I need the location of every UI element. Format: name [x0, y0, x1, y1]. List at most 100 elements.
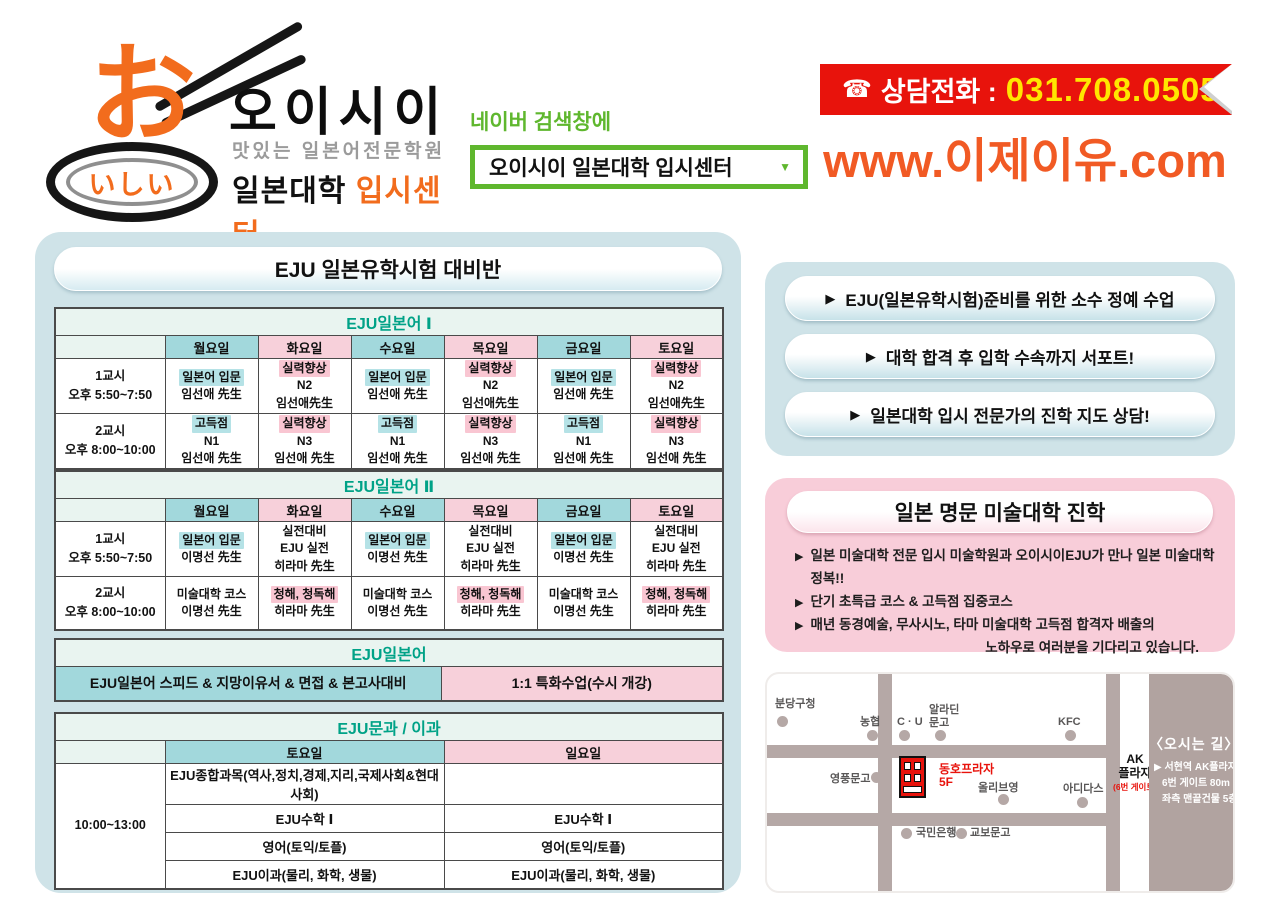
directions-title: 〈오시는 길〉: [1149, 736, 1235, 752]
website-url: www.이제이유.com: [823, 133, 1227, 187]
day-header: 금요일: [536, 335, 631, 359]
art-bullet-text: 매년 동경예술, 무사시노, 타마 미술대학 고득점 합격자 배출의: [810, 616, 1155, 632]
phone-label: 상담전화 :: [880, 77, 997, 107]
brand-center-prefix: 일본대학: [232, 175, 347, 208]
feature-item: ▶ EJU(일본유학시험)준비를 위한 소수 정예 수업: [785, 276, 1215, 321]
time-cell: 1교시 오후 5:50~7:50: [54, 357, 166, 415]
map-building-floor: 5F: [939, 775, 954, 789]
subject-cell: EJU이과(물리, 화학, 생물): [164, 860, 445, 889]
corner-cell: [54, 335, 166, 359]
schedule-cell: 실력향상 N2 임선애先生: [629, 357, 724, 415]
building-icon: [895, 756, 931, 802]
chevron-down-icon[interactable]: ▼: [779, 160, 791, 174]
time-cell: 2교시 오후 8:00~10:00: [54, 576, 166, 631]
day-header: 토요일: [164, 740, 445, 764]
subject-cell: 영어(토익/토플): [443, 832, 724, 861]
schedule-cell: 실전대비 EJU 실전 히라마 先生: [629, 520, 724, 578]
map-dot: [777, 716, 788, 727]
map-place-kookmin: 국민은행: [916, 827, 957, 839]
schedule-cell: 실력향상 N3 임선애 先生: [443, 413, 538, 470]
map-dot: [1065, 730, 1076, 741]
map-place-adidas: 아디다스: [1063, 783, 1104, 795]
banner-right-cell: 1:1 특화수업(수시 개강): [440, 666, 724, 701]
schedule-cell: 일본어 입문 이명선 先生: [536, 520, 631, 578]
brand-tagline: 맛있는 일본어전문학원: [232, 141, 446, 162]
day-header: 수요일: [350, 335, 445, 359]
location-map: 분당구청 농협 C · U 알라딘 문고 KFC 영풍문고 동호프라자 5F 올리…: [765, 672, 1235, 893]
corner-cell: [54, 498, 166, 522]
schedule-cell: 고득점 N1 임선애 先生: [164, 413, 259, 470]
features-panel: ▶ EJU(일본유학시험)준비를 위한 소수 정예 수업 ▶ 대학 합격 후 입…: [765, 262, 1235, 456]
day-header: 수요일: [350, 498, 445, 522]
table-title: EJU일본어 Ⅱ: [54, 470, 724, 499]
schedule-cell: 청해, 청독해 히라마 先生: [257, 576, 352, 631]
art-university-panel: 일본 명문 미술대학 진학 ▶ 일본 미술대학 전문 입시 미술학원과 오이시이…: [765, 478, 1235, 655]
schedule-panel: EJU 일본유학시험 대비반 EJU일본어 Ⅰ 월요일 화요일 수요일 목요일 …: [35, 232, 741, 893]
map-road: [767, 813, 1120, 826]
map-road: [767, 745, 1120, 758]
day-header: 목요일: [443, 498, 538, 522]
banner-left-cell: EJU일본어 스피드 & 지망이유서 & 면접 & 본고사대비: [54, 666, 442, 701]
directions-text: ▶ 서현역 AK플라자 1층 6번 게이트 80m 직진, 좌측 맨끝건물 5층: [1154, 762, 1235, 805]
schedule-cell: 일본어 입문 이명선 先生: [350, 520, 445, 578]
table-eju-japanese-1: EJU일본어 Ⅰ 월요일 화요일 수요일 목요일 금요일 토요일 1교시 오후 5…: [54, 307, 725, 471]
bullet-triangle-icon: ▶: [865, 348, 876, 364]
day-header: 화요일: [257, 335, 352, 359]
map-dot: [998, 794, 1009, 805]
ribbon-fold-icon: [1204, 64, 1232, 111]
search-input[interactable]: 오이시이 일본대학 입시센터 ▼: [470, 145, 808, 189]
day-header: 목요일: [443, 335, 538, 359]
map-building-name: 동호프라자: [939, 762, 995, 776]
map-place-kyobo: 교보문고: [970, 827, 1011, 839]
art-bullet-text: 단기 초특급 코스 & 고득점 집중코스: [810, 593, 1013, 609]
day-header: 일요일: [443, 740, 724, 764]
panel-title: EJU 일본유학시험 대비반: [54, 247, 722, 291]
map-dot: [867, 730, 878, 741]
map-dot: [935, 730, 946, 741]
schedule-cell: 실력향상 N2 임선애先生: [443, 357, 538, 415]
table-title: EJU일본어 Ⅰ: [54, 307, 724, 336]
map-place-nonghyup: 농협: [860, 716, 881, 728]
map-road: [878, 674, 892, 891]
map-place-youngpoong: 영풍문고: [830, 773, 871, 785]
subject-cell: EJU수학 Ⅰ: [164, 804, 445, 833]
feature-item: ▶ 대학 합격 후 입학 수속까지 서포트!: [785, 334, 1215, 379]
art-bullet: ▶ 단기 초특급 코스 & 고득점 집중코스: [795, 591, 1215, 614]
schedule-cell: 실력향상 N3 임선애 先生: [629, 413, 724, 470]
schedule-cell: 일본어 입문 임선애 先生: [350, 357, 445, 415]
table-eju-japanese-2: EJU일본어 Ⅱ 월요일 화요일 수요일 목요일 금요일 토요일 1교시 오후 5…: [54, 470, 725, 631]
schedule-cell: 미술대학 코스 이명선 先生: [350, 576, 445, 631]
phone-banner: ☎ 상담전화 : 031.708.0505: [820, 64, 1232, 115]
schedule-cell: 일본어 입문 임선애 先生: [536, 357, 631, 415]
table-title: EJU일본어: [54, 638, 724, 667]
art-bullet-list: ▶ 일본 미술대학 전문 입시 미술학원과 오이시이EJU가 만나 일본 미술대…: [765, 542, 1235, 660]
map-dot: [899, 730, 910, 741]
time-cell: 10:00~13:00: [54, 763, 166, 889]
subject-cell: EJU종합과목(역사,정치,경제,지리,국제사회&현대사회): [164, 763, 445, 805]
bullet-triangle-icon: ▶: [795, 551, 804, 563]
schedule-cell: 미술대학 코스 이명선 先生: [164, 576, 259, 631]
map-place-district-office: 분당구청: [775, 698, 816, 710]
map-place-aladdin: 알라딘 문고: [929, 704, 960, 730]
schedule-cell: 일본어 입문 임선애 先生: [164, 357, 259, 415]
schedule-cell: 청해, 청독해 히라마 先生: [629, 576, 724, 631]
feature-item: ▶ 일본대학 입시 전문가의 진학 지도 상담!: [785, 392, 1215, 437]
bullet-triangle-icon: ▶: [795, 596, 804, 609]
map-ak-gate-label: (6번 게이트): [1112, 782, 1158, 792]
day-header: 토요일: [629, 498, 724, 522]
feature-text: EJU(일본유학시험)준비를 위한 소수 정예 수업: [845, 291, 1175, 310]
map-road: [1106, 674, 1120, 891]
art-bullet: ▶ 일본 미술대학 전문 입시 미술학원과 오이시이EJU가 만나 일본 미술대…: [795, 545, 1215, 591]
map-place-ak-plaza: AK 플라자: [1118, 752, 1152, 781]
corner-cell: [54, 740, 166, 764]
map-place-oliveyoung: 올리브영: [978, 782, 1019, 794]
art-panel-title: 일본 명문 미술대학 진학: [787, 491, 1213, 533]
phone-number: 031.708.0505: [1005, 70, 1220, 108]
table-eju-japanese-banner: EJU일본어 EJU일본어 스피드 & 지망이유서 & 면접 & 본고사대비 1…: [54, 638, 725, 702]
plate-icon: いしい: [46, 142, 218, 222]
logo-plate-text: いしい: [88, 169, 176, 200]
schedule-cell: 일본어 입문 이명선 先生: [164, 520, 259, 578]
brand-center-line: 일본대학 입시센터: [232, 166, 466, 254]
map-dot: [901, 828, 912, 839]
naver-search-block: 네이버 검색창에 오이시이 일본대학 입시센터 ▼: [470, 106, 815, 189]
